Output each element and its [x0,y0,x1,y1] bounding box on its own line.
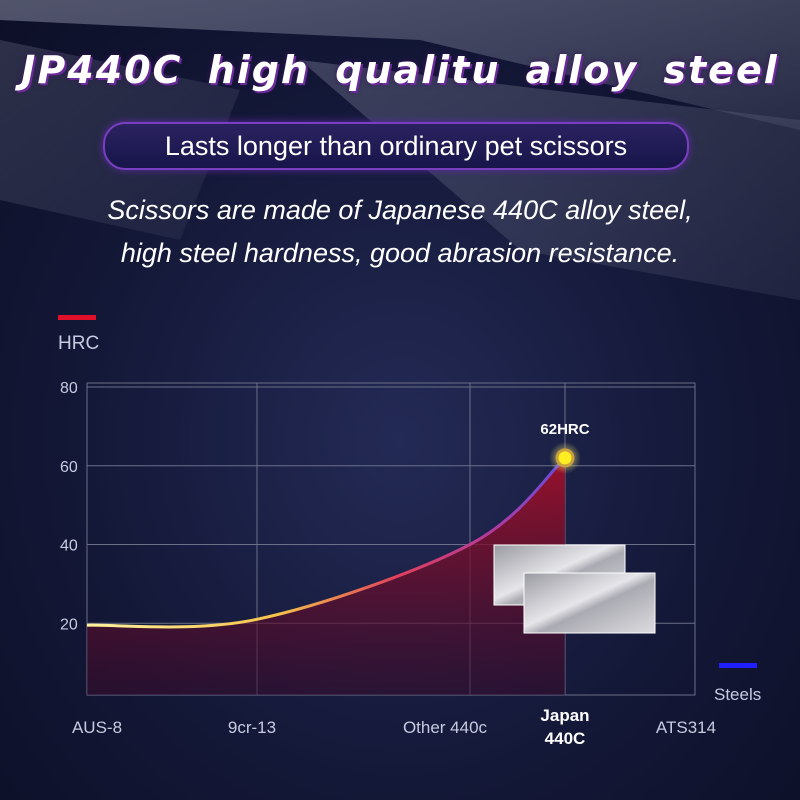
subtitle: Lasts longer than ordinary pet scissors [103,122,689,170]
y-axis-label: HRC [58,333,99,354]
steel-plates [493,544,656,634]
line [86,456,567,629]
x-legend-bar [719,663,757,668]
x-axis-label: Steels [714,685,761,704]
y-tick-label: 80 [60,380,78,397]
y-legend-bar [58,315,96,320]
description: Scissors are made of Japanese 440C alloy… [107,195,693,225]
x-tick-label: ATS314 [655,718,717,737]
area [87,457,565,695]
point [555,448,575,468]
y-tick-label: 60 [60,459,78,476]
y-tick-label: 40 [60,538,78,555]
x-tick-label: Japan 440C [540,706,590,748]
plate [523,572,656,634]
value-label: 62HRC [540,421,589,438]
y-tick-label: 20 [60,616,78,633]
x-tick-label: AUS-8 [71,718,123,737]
title: JP440C high qualitu alloy steel [21,48,779,92]
x-tick-label: Other 440c [402,718,488,737]
description: high steel hardness, good abrasion resis… [120,238,680,268]
x-tick-label: 9cr-13 [227,718,277,737]
